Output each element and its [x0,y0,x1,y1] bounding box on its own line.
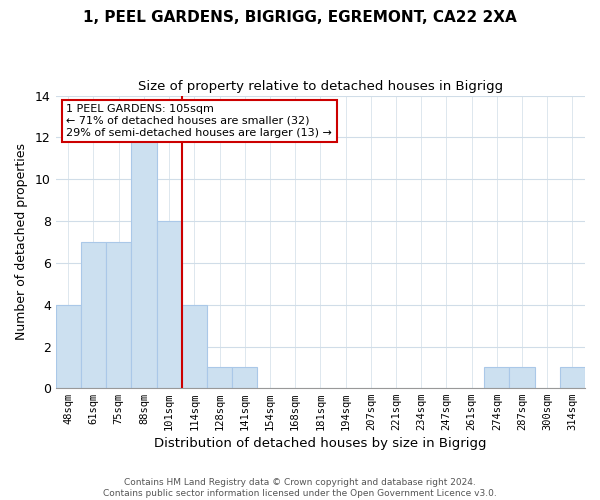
Bar [182,304,207,388]
Text: Contains HM Land Registry data © Crown copyright and database right 2024.
Contai: Contains HM Land Registry data © Crown c… [103,478,497,498]
Bar [157,221,182,388]
X-axis label: Distribution of detached houses by size in Bigrigg: Distribution of detached houses by size … [154,437,487,450]
Bar [560,368,585,388]
Bar [106,242,131,388]
Bar [484,368,509,388]
Bar [131,138,157,388]
Bar [509,368,535,388]
Title: Size of property relative to detached houses in Bigrigg: Size of property relative to detached ho… [138,80,503,93]
Bar [232,368,257,388]
Y-axis label: Number of detached properties: Number of detached properties [15,144,28,340]
Text: 1 PEEL GARDENS: 105sqm
← 71% of detached houses are smaller (32)
29% of semi-det: 1 PEEL GARDENS: 105sqm ← 71% of detached… [66,104,332,138]
Bar [207,368,232,388]
Text: 1, PEEL GARDENS, BIGRIGG, EGREMONT, CA22 2XA: 1, PEEL GARDENS, BIGRIGG, EGREMONT, CA22… [83,10,517,25]
Bar [81,242,106,388]
Bar [56,304,81,388]
